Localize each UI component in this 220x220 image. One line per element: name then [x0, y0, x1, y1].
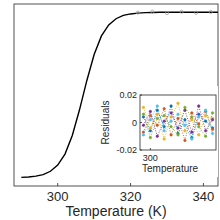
series-point	[142, 106, 144, 108]
y-tick	[140, 122, 142, 123]
x-axis-label: Temperature (K)	[65, 203, 166, 219]
series-point	[151, 10, 154, 13]
series-line	[143, 103, 212, 139]
series-point	[184, 119, 186, 121]
x-tick	[203, 183, 204, 186]
series-point	[149, 136, 151, 138]
series-point	[204, 109, 206, 111]
series-point	[198, 134, 200, 136]
series-point	[149, 127, 151, 129]
series-point	[204, 114, 206, 116]
series-point	[177, 113, 179, 115]
series-point	[163, 130, 165, 132]
series-point	[211, 132, 213, 134]
chart-root: 300320340Temperature (K)300-0.0200.02Tem…	[0, 0, 220, 220]
x-tick-label: 300	[47, 189, 69, 204]
plot-area	[21, 10, 218, 177]
series-point	[211, 119, 213, 121]
y-tick	[140, 95, 142, 96]
y-axis-label: Residuals	[100, 101, 111, 145]
x-tick	[57, 183, 58, 186]
series-point	[191, 112, 193, 114]
x-tick-label: 320	[120, 189, 142, 204]
y-tick-label: 0.02	[119, 90, 137, 100]
x-tick	[130, 183, 131, 186]
series-point	[198, 116, 200, 118]
series-point	[184, 130, 186, 132]
x-tick	[150, 148, 151, 150]
x-tick-label: 300	[143, 153, 158, 163]
series-line	[143, 106, 212, 138]
series-point	[198, 123, 200, 125]
series-point	[149, 130, 151, 132]
series-point	[170, 105, 172, 107]
series-point	[191, 131, 193, 133]
series-point	[170, 112, 172, 114]
series-point	[198, 125, 200, 127]
series-point	[156, 135, 158, 137]
series-point	[142, 113, 144, 115]
series-point	[204, 135, 206, 137]
series-point	[191, 138, 193, 140]
series-point	[149, 119, 151, 121]
series-point	[156, 117, 158, 119]
series-point	[177, 134, 179, 136]
y-tick	[140, 150, 142, 151]
inset-background	[100, 86, 218, 177]
series-point	[163, 125, 165, 127]
chart-1: 300 -0.02 0 0.02 Temperature Residuals	[100, 86, 218, 177]
series-point	[198, 105, 200, 107]
series-line	[143, 106, 212, 136]
series-point	[209, 10, 212, 13]
chart-0: 300 320 340 Temperature (K)	[14, 4, 218, 219]
series-point	[211, 112, 213, 114]
series-line	[143, 106, 212, 139]
series-point	[184, 106, 186, 108]
series-point	[198, 113, 200, 115]
series-point	[136, 11, 139, 14]
y-tick-label: -0.02	[116, 145, 137, 155]
series-point	[165, 12, 168, 15]
series-point	[163, 114, 165, 116]
x-tick-label: 340	[193, 189, 215, 204]
series-point	[163, 138, 165, 140]
series-line	[21, 12, 218, 177]
x-axis-label: Temperature	[142, 163, 199, 174]
series-point	[177, 117, 179, 119]
series-point	[156, 113, 158, 115]
series-point	[204, 130, 206, 132]
series-point	[156, 124, 158, 126]
series-point	[149, 110, 151, 112]
series-point	[142, 134, 144, 136]
series-point	[170, 134, 172, 136]
series-point	[195, 11, 198, 14]
plot-frame	[14, 4, 218, 186]
series-point	[177, 127, 179, 129]
series-point	[184, 139, 186, 141]
series-point	[170, 120, 172, 122]
series-point	[191, 116, 193, 118]
series-point	[163, 120, 165, 122]
series-point	[180, 10, 183, 13]
series-point	[149, 114, 151, 116]
series-point	[177, 102, 179, 104]
series-point	[170, 116, 172, 118]
series-point	[163, 108, 165, 110]
series-point	[156, 105, 158, 107]
y-tick-label: 0	[132, 118, 137, 128]
series-point	[170, 125, 172, 127]
series-point	[142, 124, 144, 126]
plot-area	[142, 102, 214, 142]
series-point	[184, 124, 186, 126]
series-point	[204, 120, 206, 122]
plot-frame	[140, 95, 216, 150]
